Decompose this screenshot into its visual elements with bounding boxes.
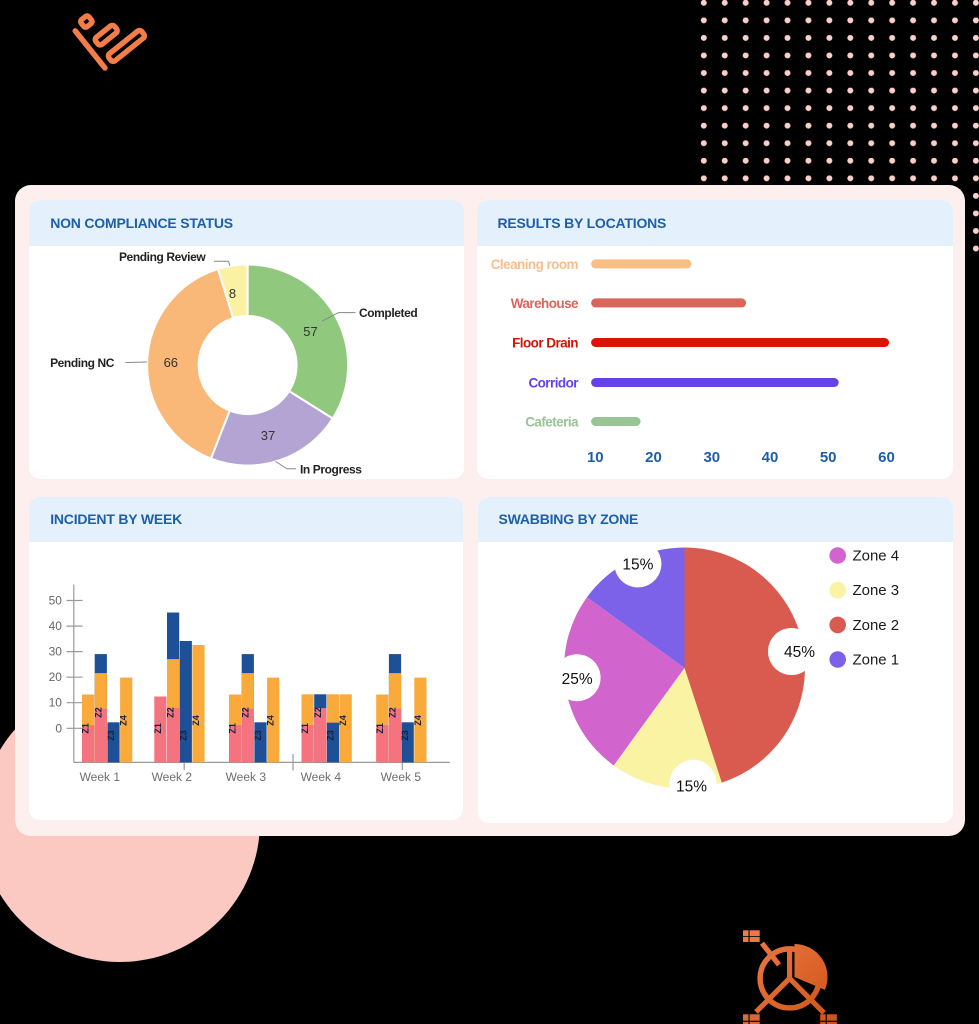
svg-text:37: 37 bbox=[261, 428, 275, 443]
svg-text:Week 2: Week 2 bbox=[152, 770, 193, 784]
svg-text:Z3: Z3 bbox=[253, 730, 263, 741]
svg-text:50: 50 bbox=[49, 594, 63, 608]
svg-text:Z1: Z1 bbox=[375, 723, 385, 734]
svg-text:Zone 4: Zone 4 bbox=[852, 548, 899, 565]
svg-text:Pending Review: Pending Review bbox=[119, 250, 206, 264]
svg-text:Completed: Completed bbox=[359, 306, 417, 320]
svg-text:Z1: Z1 bbox=[153, 723, 163, 734]
svg-text:Cleaning room: Cleaning room bbox=[490, 257, 578, 272]
svg-text:Z4: Z4 bbox=[191, 715, 201, 725]
svg-text:Floor Drain: Floor Drain bbox=[512, 335, 578, 350]
svg-text:40: 40 bbox=[761, 449, 778, 466]
svg-text:Z2: Z2 bbox=[313, 707, 323, 718]
svg-text:Week 4: Week 4 bbox=[301, 770, 342, 784]
svg-text:20: 20 bbox=[645, 449, 662, 466]
svg-text:0: 0 bbox=[56, 721, 63, 735]
svg-text:Cafeteria: Cafeteria bbox=[525, 414, 579, 429]
svg-text:In Progress: In Progress bbox=[300, 462, 362, 476]
svg-text:10: 10 bbox=[586, 449, 603, 466]
svg-text:66: 66 bbox=[164, 355, 178, 370]
svg-text:Zone 2: Zone 2 bbox=[852, 617, 899, 634]
svg-text:Pending NC: Pending NC bbox=[50, 356, 115, 370]
svg-text:Z3: Z3 bbox=[326, 730, 336, 741]
svg-text:Week 1: Week 1 bbox=[80, 770, 121, 784]
svg-text:10: 10 bbox=[49, 696, 63, 710]
svg-text:Z1: Z1 bbox=[300, 723, 310, 734]
svg-text:Z1: Z1 bbox=[228, 723, 238, 734]
svg-text:Z3: Z3 bbox=[400, 730, 410, 741]
svg-text:Z2: Z2 bbox=[166, 707, 176, 718]
svg-text:57: 57 bbox=[303, 324, 317, 339]
svg-text:Z2: Z2 bbox=[93, 707, 103, 718]
svg-text:Warehouse: Warehouse bbox=[510, 296, 578, 311]
svg-text:25%: 25% bbox=[561, 671, 592, 688]
svg-text:30: 30 bbox=[703, 449, 720, 466]
svg-text:Week 3: Week 3 bbox=[226, 770, 267, 784]
svg-text:15%: 15% bbox=[675, 779, 706, 796]
svg-text:Zone 3: Zone 3 bbox=[852, 582, 899, 599]
svg-text:Corridor: Corridor bbox=[528, 375, 579, 390]
svg-text:20: 20 bbox=[49, 670, 63, 684]
svg-text:Z4: Z4 bbox=[413, 715, 423, 725]
svg-text:Z2: Z2 bbox=[388, 707, 398, 718]
svg-text:15%: 15% bbox=[622, 557, 653, 574]
svg-text:Z4: Z4 bbox=[119, 715, 129, 725]
svg-text:Z3: Z3 bbox=[178, 730, 188, 741]
svg-text:Z3: Z3 bbox=[106, 730, 116, 741]
svg-text:45%: 45% bbox=[783, 644, 814, 661]
svg-text:40: 40 bbox=[49, 619, 63, 633]
svg-text:Week 5: Week 5 bbox=[381, 770, 422, 784]
svg-text:50: 50 bbox=[819, 449, 836, 466]
svg-text:8: 8 bbox=[229, 286, 236, 301]
svg-text:Z1: Z1 bbox=[81, 723, 91, 734]
svg-text:60: 60 bbox=[878, 449, 895, 466]
svg-text:30: 30 bbox=[49, 645, 63, 659]
svg-text:Z4: Z4 bbox=[266, 715, 276, 725]
svg-text:Z4: Z4 bbox=[338, 715, 348, 725]
svg-text:Z2: Z2 bbox=[240, 707, 250, 718]
svg-text:Zone 1: Zone 1 bbox=[852, 652, 899, 669]
